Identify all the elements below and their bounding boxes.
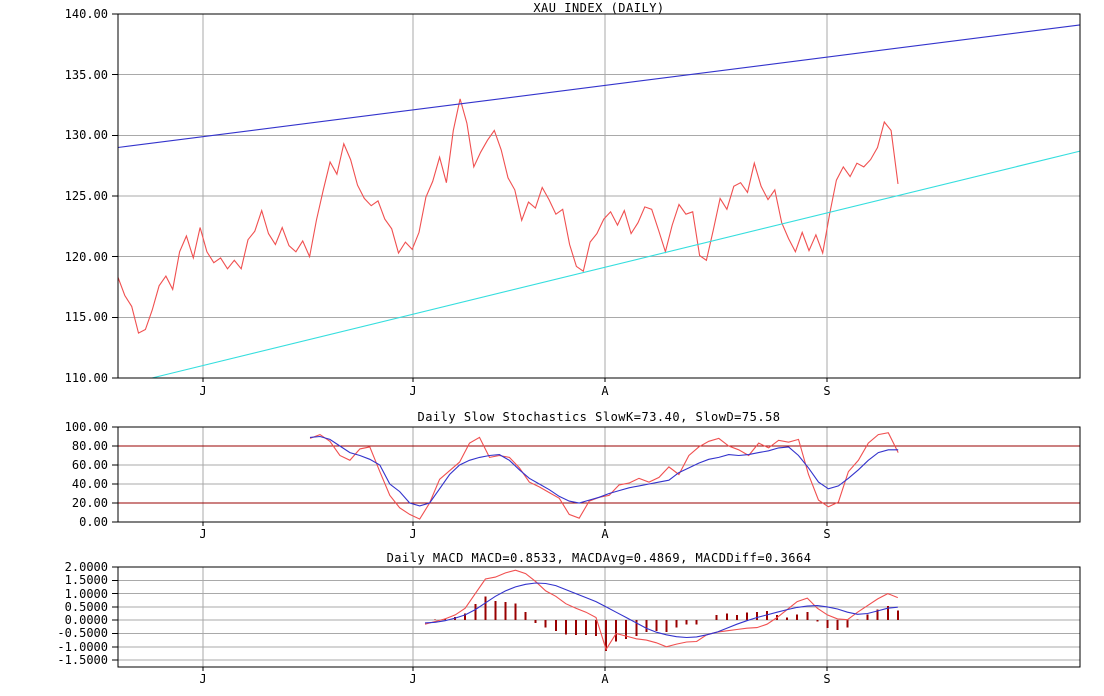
y-axis-label: 0.0000	[64, 613, 108, 627]
y-axis-label: 130.00	[64, 128, 108, 142]
macd-line	[424, 569, 899, 651]
x-axis-month-label: S	[823, 527, 831, 541]
y-axis-label: 2.0000	[64, 560, 108, 574]
y-axis-label: 1.0000	[64, 587, 108, 601]
x-axis-month-label: J	[199, 672, 207, 686]
y-axis-label: 20.00	[71, 496, 108, 510]
y-axis-label: 80.00	[71, 439, 108, 453]
y-axis-label: 140.00	[64, 7, 108, 21]
x-axis-month-label: S	[823, 384, 831, 398]
macd-panel-title: Daily MACD MACD=0.8533, MACDAvg=0.4869, …	[386, 551, 812, 565]
y-axis-label: -1.0000	[57, 640, 108, 654]
y-axis-label: 125.00	[64, 189, 108, 203]
y-axis-label: -0.5000	[57, 626, 108, 640]
x-axis-month-label: J	[409, 384, 417, 398]
x-axis-month-label: J	[409, 527, 417, 541]
lower-trend-line	[151, 150, 1081, 379]
macd-avg-line	[424, 582, 898, 639]
xau-price-line	[117, 98, 899, 334]
y-axis-label: 120.00	[64, 250, 108, 264]
y-axis-label: 115.00	[64, 310, 108, 324]
slow-d-line	[309, 435, 899, 507]
price-panel-title: XAU INDEX (DAILY)	[533, 1, 665, 15]
y-axis-label: 0.00	[79, 515, 108, 529]
y-axis-label: 40.00	[71, 477, 108, 491]
y-axis-label: 1.5000	[64, 573, 108, 587]
x-axis-month-label: J	[409, 672, 417, 686]
panel-frame	[117, 426, 1081, 523]
y-axis-label: 100.00	[64, 420, 108, 434]
y-axis-label: 60.00	[71, 458, 108, 472]
y-axis-label: -1.5000	[57, 653, 108, 667]
x-axis-month-label: J	[199, 384, 207, 398]
panel-frame	[117, 566, 1081, 668]
x-axis-month-label: A	[601, 672, 609, 686]
slow-k-line	[309, 432, 899, 520]
stochastics-panel-title: Daily Slow Stochastics SlowK=73.40, Slow…	[417, 410, 781, 424]
x-axis-month-label: A	[601, 527, 609, 541]
upper-trend-line	[117, 24, 1081, 149]
y-axis-label: 135.00	[64, 68, 108, 82]
y-axis-label: 110.00	[64, 371, 108, 385]
y-axis-label: 0.5000	[64, 600, 108, 614]
x-axis-month-label: A	[601, 384, 609, 398]
x-axis-month-label: S	[823, 672, 831, 686]
x-axis-month-label: J	[199, 527, 207, 541]
